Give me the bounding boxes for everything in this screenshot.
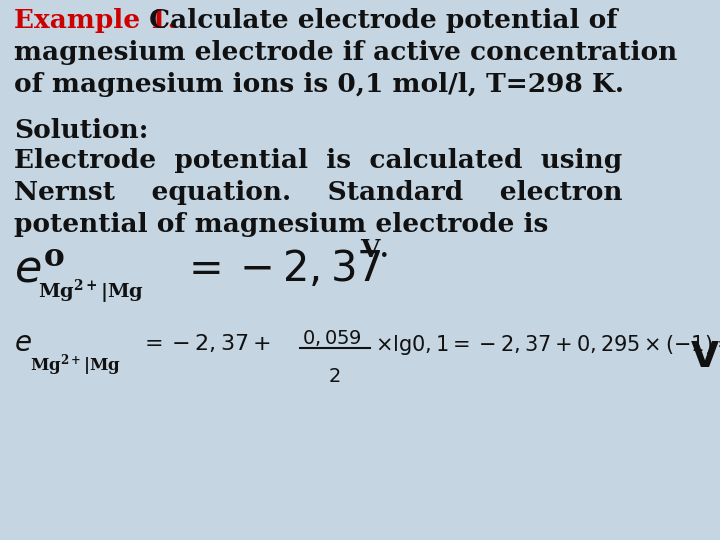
Text: Calculate electrode potential of: Calculate electrode potential of: [140, 8, 618, 33]
Text: $0,059$: $0,059$: [302, 328, 361, 348]
Text: potential of magnesium electrode is: potential of magnesium electrode is: [14, 212, 549, 237]
Text: $=-2,37$: $=-2,37$: [180, 248, 382, 290]
Text: magnesium electrode if active concentration: magnesium electrode if active concentrat…: [14, 40, 678, 65]
Text: Example 1.: Example 1.: [14, 8, 176, 33]
Text: Solution:: Solution:: [14, 118, 148, 143]
Text: $\times\mathrm{lg}0,1=-2,37+0,295\times(-1)=-2,39$: $\times\mathrm{lg}0,1=-2,37+0,295\times(…: [375, 333, 720, 357]
Text: of magnesium ions is 0,1 mol/l, T=298 K.: of magnesium ions is 0,1 mol/l, T=298 K.: [14, 72, 624, 97]
Text: $\mathregular{Mg^{2+}|Mg}$: $\mathregular{Mg^{2+}|Mg}$: [38, 278, 144, 306]
Text: $2$: $2$: [328, 368, 341, 386]
Text: $\mathregular{Mg^{2+}|Mg}$: $\mathregular{Mg^{2+}|Mg}$: [30, 352, 121, 378]
Text: Nernst    equation.    Standard    electron: Nernst equation. Standard electron: [14, 180, 623, 205]
Text: $e$: $e$: [14, 330, 32, 357]
Text: $\mathregular{V.}$: $\mathregular{V.}$: [360, 238, 388, 262]
Text: Electrode  potential  is  calculated  using: Electrode potential is calculated using: [14, 148, 622, 173]
Text: $=-2,37+$: $=-2,37+$: [140, 333, 271, 355]
Text: $\mathbf{V}$: $\mathbf{V}$: [690, 340, 720, 374]
Text: $e^{\mathregular{o}}$: $e^{\mathregular{o}}$: [14, 248, 65, 291]
